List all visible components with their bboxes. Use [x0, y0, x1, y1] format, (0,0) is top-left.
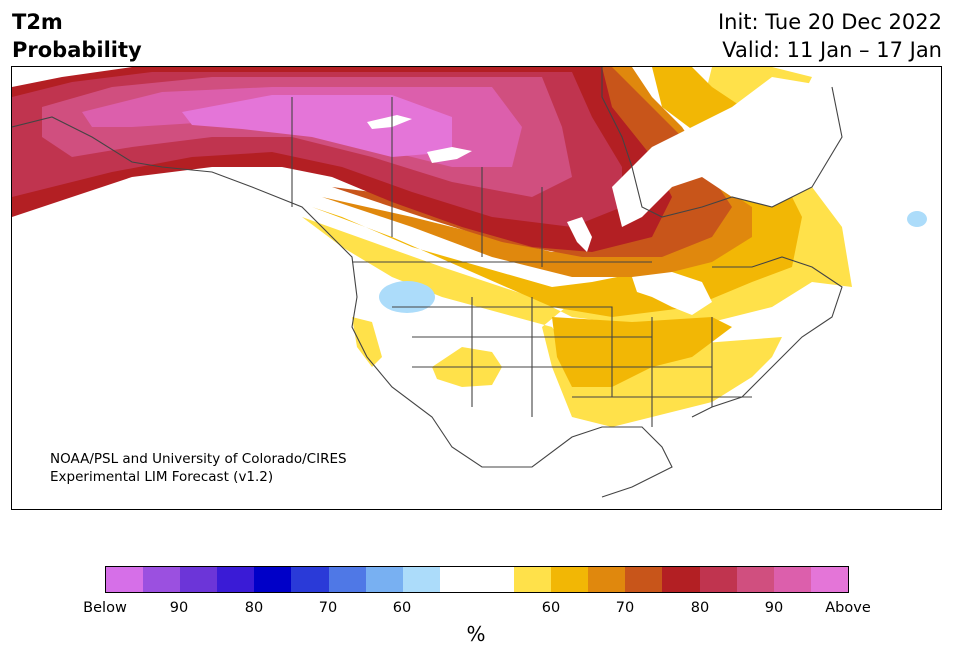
band-70-south: [552, 317, 732, 387]
cb-label-above-90: 90: [764, 600, 784, 616]
colorbar-segment: [106, 567, 144, 592]
lake-winnipeg: [567, 217, 592, 252]
cb-label-below-90: 90: [169, 600, 189, 616]
forecast-map: [12, 67, 941, 509]
init-date: Init: Tue 20 Dec 2022: [717, 10, 942, 34]
title-variable: T2m: [12, 10, 63, 34]
cb-label-below: Below: [83, 600, 127, 616]
colorbar-segment: [180, 567, 218, 592]
cb-label-above-80: 80: [690, 600, 710, 616]
cb-label-below-60: 60: [392, 600, 412, 616]
boundary-lines: [12, 67, 843, 498]
colorbar-segment: [699, 567, 737, 592]
band-below-60-east: [907, 211, 927, 227]
colorbar-segment: [736, 567, 774, 592]
credit-line2: Experimental LIM Forecast (v1.2): [50, 469, 274, 485]
title-quantity: Probability: [12, 38, 142, 62]
band-above-peak: [182, 95, 452, 157]
credit-line1: NOAA/PSL and University of Colorado/CIRE…: [50, 451, 347, 467]
colorbar-segment: [254, 567, 292, 592]
great-slave-lake: [427, 147, 472, 163]
colorbar-segment: [402, 567, 440, 592]
colorbar-segment: [625, 567, 663, 592]
cb-label-above-60: 60: [541, 600, 561, 616]
colorbar-segment: [773, 567, 811, 592]
colorbar-segment: [662, 567, 700, 592]
great-lakes: [632, 272, 712, 315]
valid-range: Valid: 11 Jan – 17 Jan: [722, 38, 942, 62]
colorbar-labels: Below 90 80 70 60 60 70 80 90 Above: [0, 600, 953, 620]
hudson-bay: [612, 77, 842, 227]
cb-label-below-80: 80: [244, 600, 264, 616]
cb-label-above: Above: [825, 600, 871, 616]
colorbar-segment: [217, 567, 255, 592]
great-bear-lake: [367, 115, 412, 129]
colorbar-segment: [514, 567, 552, 592]
band-60-coast: [352, 317, 382, 367]
colorbar-segment: [551, 567, 589, 592]
colorbar-segment: [328, 567, 366, 592]
forecast-dates: Init: Tue 20 Dec 2022 Valid: 11 Jan – 17…: [718, 8, 942, 64]
colorbar-segment: [476, 567, 515, 592]
colorbar-segment: [810, 567, 848, 592]
map-title: T2m Probability: [12, 8, 142, 64]
cb-label-above-70: 70: [615, 600, 635, 616]
cb-label-below-70: 70: [318, 600, 338, 616]
credit-text: NOAA/PSL and University of Colorado/CIRE…: [50, 450, 347, 486]
colorbar-unit: %: [466, 622, 486, 646]
colorbar-segment: [143, 567, 181, 592]
map-panel: NOAA/PSL and University of Colorado/CIRE…: [11, 66, 942, 510]
colorbar: [105, 566, 849, 593]
band-70: [312, 67, 802, 317]
colorbar-segment: [365, 567, 403, 592]
colorbar-segment: [291, 567, 329, 592]
band-below-60-interior: [379, 281, 435, 313]
colorbar-segment: [439, 567, 477, 592]
colorbar-segment: [588, 567, 626, 592]
